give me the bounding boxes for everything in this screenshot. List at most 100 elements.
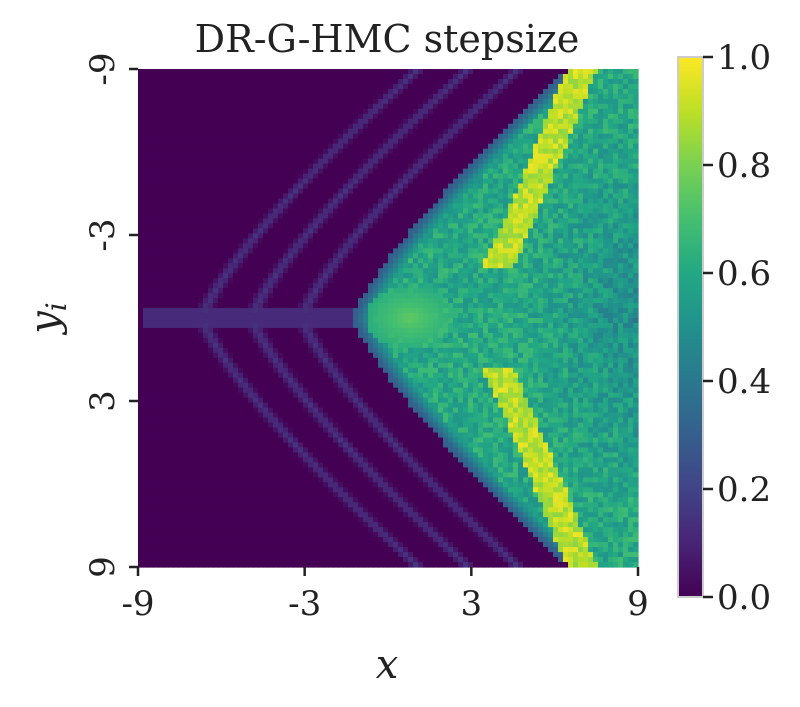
heatmap-cell <box>458 303 464 309</box>
heatmap-cell <box>153 278 159 284</box>
heatmap-cell <box>258 253 264 259</box>
heatmap-cell <box>458 218 464 224</box>
heatmap-cell <box>158 208 164 215</box>
heatmap-cell <box>318 158 324 165</box>
heatmap-cell <box>383 198 389 205</box>
heatmap-cell <box>488 78 494 85</box>
heatmap-cell <box>443 228 449 234</box>
heatmap-cell <box>248 313 254 319</box>
heatmap-cell <box>528 178 534 185</box>
heatmap-cell <box>523 253 529 259</box>
heatmap-cell <box>368 163 374 170</box>
heatmap-cell <box>178 188 184 195</box>
heatmap-cell <box>193 308 199 314</box>
heatmap-cell <box>288 73 294 80</box>
heatmap-cell <box>373 183 379 190</box>
heatmap-cell <box>238 243 244 249</box>
heatmap-cell <box>348 298 354 304</box>
heatmap-cell <box>518 248 524 254</box>
heatmap-cell <box>418 113 424 120</box>
heatmap-cell <box>628 163 634 170</box>
heatmap-cell <box>198 128 204 135</box>
heatmap-cell <box>158 233 164 239</box>
heatmap-cell <box>213 238 219 244</box>
heatmap-cell <box>298 93 304 100</box>
heatmap-cell <box>218 283 224 289</box>
heatmap-cell <box>268 83 274 90</box>
heatmap-cell <box>248 278 254 284</box>
heatmap-cell <box>448 153 454 160</box>
heatmap-cell <box>178 143 184 150</box>
heatmap-cell <box>203 203 209 210</box>
heatmap-cell <box>558 83 564 90</box>
heatmap-cell <box>528 243 534 249</box>
heatmap-cell <box>578 98 584 105</box>
heatmap-cell <box>153 228 159 234</box>
heatmap-cell <box>503 133 509 140</box>
heatmap-cell <box>198 88 204 95</box>
heatmap-cell <box>163 298 169 304</box>
heatmap-cell <box>428 118 434 125</box>
heatmap-cell <box>298 293 304 299</box>
heatmap-cell <box>618 163 624 170</box>
heatmap-cell <box>598 268 604 274</box>
heatmap-cell <box>233 268 239 274</box>
heatmap-cell <box>158 268 164 274</box>
heatmap-cell <box>193 138 199 145</box>
heatmap-cell <box>558 133 564 140</box>
heatmap-cell <box>358 143 364 150</box>
heatmap-cell <box>538 243 544 249</box>
heatmap-cell <box>578 123 584 130</box>
heatmap-cell <box>248 123 254 130</box>
heatmap-cell <box>258 313 264 319</box>
heatmap-cell <box>523 238 529 244</box>
heatmap-cell <box>613 98 619 105</box>
heatmap-cell <box>473 158 479 165</box>
heatmap-cell <box>463 113 469 120</box>
heatmap-cell <box>573 203 579 210</box>
heatmap-cell <box>313 78 319 85</box>
heatmap-cell <box>523 193 529 200</box>
heatmap-cell <box>388 88 394 95</box>
heatmap-cell <box>423 218 429 224</box>
heatmap-cell <box>563 93 569 100</box>
heatmap-cell <box>443 203 449 210</box>
heatmap-cell <box>403 308 409 314</box>
heatmap-cell <box>553 208 559 215</box>
heatmap-cell <box>383 193 389 200</box>
heatmap-cell <box>548 133 554 140</box>
heatmap-cell <box>318 303 324 309</box>
heatmap-cell <box>138 198 144 205</box>
heatmap-cell <box>533 113 539 120</box>
heatmap-cell <box>278 178 284 185</box>
heatmap-cell <box>238 283 244 289</box>
heatmap-cell <box>463 163 469 170</box>
heatmap-cell <box>633 303 639 309</box>
heatmap-cell <box>353 213 359 219</box>
heatmap-cell <box>308 178 314 185</box>
heatmap-cell <box>163 93 169 100</box>
heatmap-cell <box>173 258 179 264</box>
heatmap-cell <box>498 193 504 200</box>
heatmap-cell <box>298 69 304 75</box>
heatmap-cell <box>243 168 249 175</box>
heatmap-cell <box>358 263 364 269</box>
heatmap-cell <box>248 188 254 195</box>
heatmap-cell <box>388 253 394 259</box>
heatmap-cell <box>288 308 294 314</box>
heatmap-cell <box>628 113 634 120</box>
heatmap-cell <box>193 203 199 210</box>
heatmap-cell <box>513 158 519 165</box>
heatmap-cell <box>473 133 479 140</box>
heatmap-cell <box>513 113 519 120</box>
heatmap-cell <box>593 283 599 289</box>
heatmap-cell <box>488 273 494 279</box>
heatmap-cell <box>213 233 219 239</box>
heatmap-cell <box>618 158 624 165</box>
heatmap-cell <box>613 178 619 185</box>
heatmap-cell <box>443 113 449 120</box>
heatmap-cell <box>628 278 634 284</box>
heatmap-cell <box>263 258 269 264</box>
heatmap-cell <box>453 198 459 205</box>
heatmap-cell <box>388 188 394 195</box>
